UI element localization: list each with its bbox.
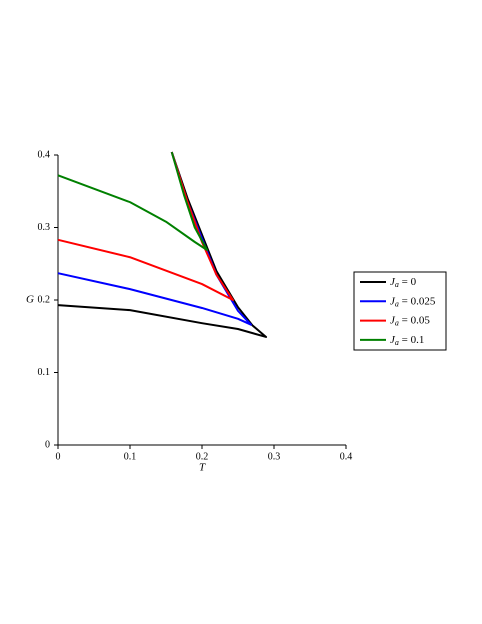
- legend: [353, 271, 447, 351]
- legend-label: Ja = 0.05: [390, 314, 430, 327]
- series-line: [57, 151, 268, 338]
- y-tick-label: 0: [45, 439, 50, 450]
- x-tick-label: 0.1: [124, 451, 137, 462]
- legend-label: Ja = 0.1: [390, 333, 424, 346]
- series-line: [57, 151, 209, 251]
- x-axis-label: T: [199, 462, 206, 474]
- y-axis-label: G: [26, 294, 34, 306]
- x-tick-label: 0.4: [340, 451, 353, 462]
- x-tick-label: 0.3: [268, 451, 281, 462]
- y-tick-label: 0.2: [38, 294, 51, 305]
- x-tick-label: 0.2: [196, 451, 209, 462]
- y-tick-label: 0.4: [38, 149, 51, 160]
- x-tick-label: 0: [56, 451, 61, 462]
- series-line: [57, 151, 252, 326]
- y-tick-label: 0.3: [38, 222, 51, 233]
- y-tick-label: 0.1: [38, 367, 51, 378]
- series-line: [57, 151, 234, 301]
- legend-label: Ja = 0: [390, 276, 417, 289]
- legend-label: Ja = 0.025: [390, 295, 436, 308]
